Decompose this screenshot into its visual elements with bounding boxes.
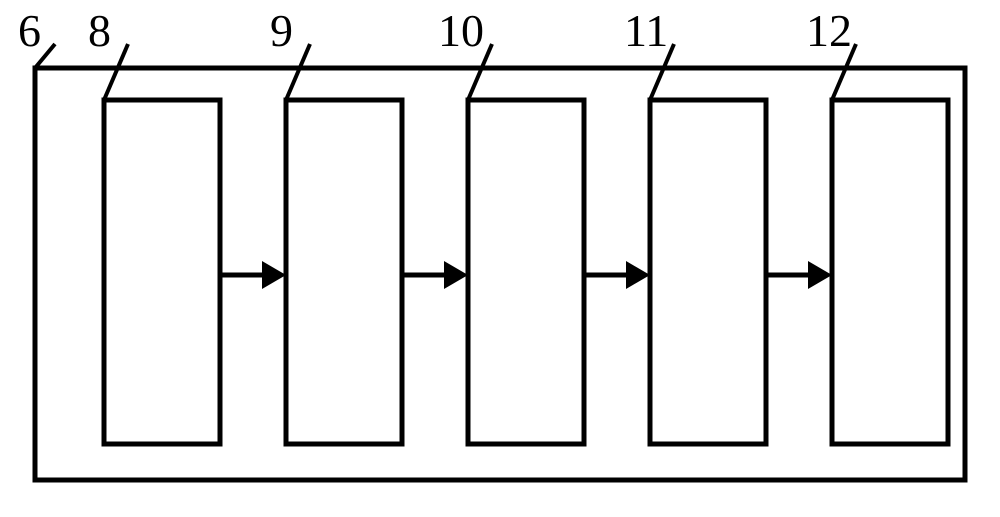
- label-outer: 6: [18, 5, 41, 56]
- inner-box-1: [286, 100, 402, 444]
- label-box-0: 8: [88, 5, 111, 56]
- inner-box-4: [832, 100, 948, 444]
- inner-box-2: [468, 100, 584, 444]
- inner-box-0: [104, 100, 220, 444]
- label-box-3: 11: [624, 5, 668, 56]
- inner-box-3: [650, 100, 766, 444]
- label-box-1: 9: [270, 5, 293, 56]
- label-box-2: 10: [438, 5, 484, 56]
- label-box-4: 12: [806, 5, 852, 56]
